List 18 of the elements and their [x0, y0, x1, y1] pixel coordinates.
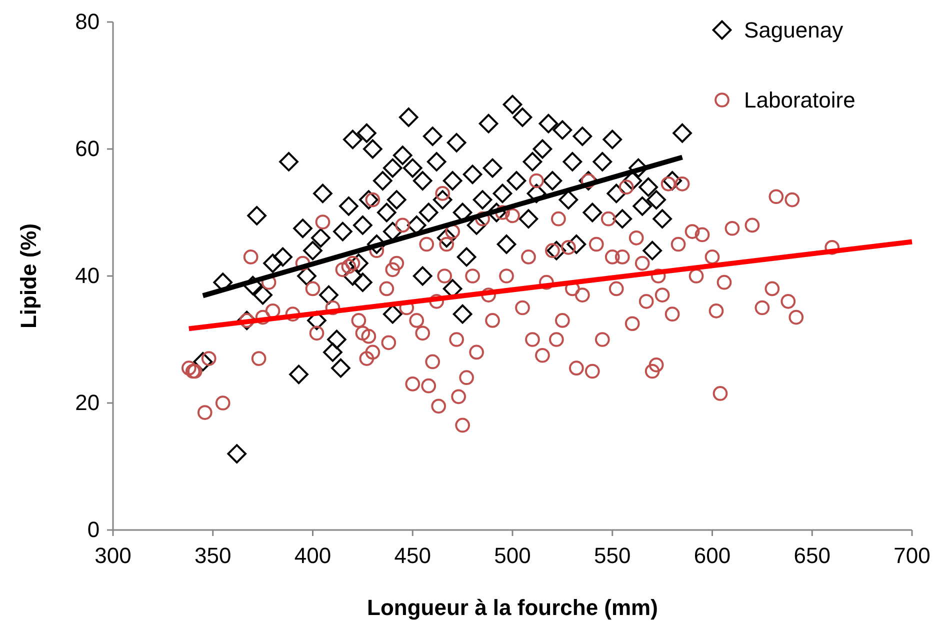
x-tick-label: 650 — [794, 543, 830, 568]
x-axis-title: Longueur à la fourche (mm) — [367, 595, 658, 620]
y-axis-title: Lipide (%) — [16, 223, 41, 329]
x-tick-label: 300 — [94, 543, 132, 568]
y-tick-label: 20 — [75, 390, 100, 416]
x-tick-label: 450 — [394, 543, 431, 568]
x-tick-label: 700 — [894, 543, 930, 568]
x-tick-label: 400 — [294, 543, 332, 568]
x-tick-label: 550 — [594, 543, 631, 568]
y-tick-label: 40 — [75, 263, 100, 288]
x-tick-label: 500 — [494, 543, 531, 568]
y-tick-label: 0 — [87, 517, 100, 542]
legend-label: Saguenay — [744, 18, 844, 43]
x-tick-label: 600 — [694, 543, 731, 568]
legend-label: Laboratoire — [744, 88, 856, 113]
x-tick-label: 350 — [194, 543, 232, 568]
y-tick-label: 80 — [75, 9, 100, 34]
y-tick-label: 60 — [75, 136, 100, 162]
